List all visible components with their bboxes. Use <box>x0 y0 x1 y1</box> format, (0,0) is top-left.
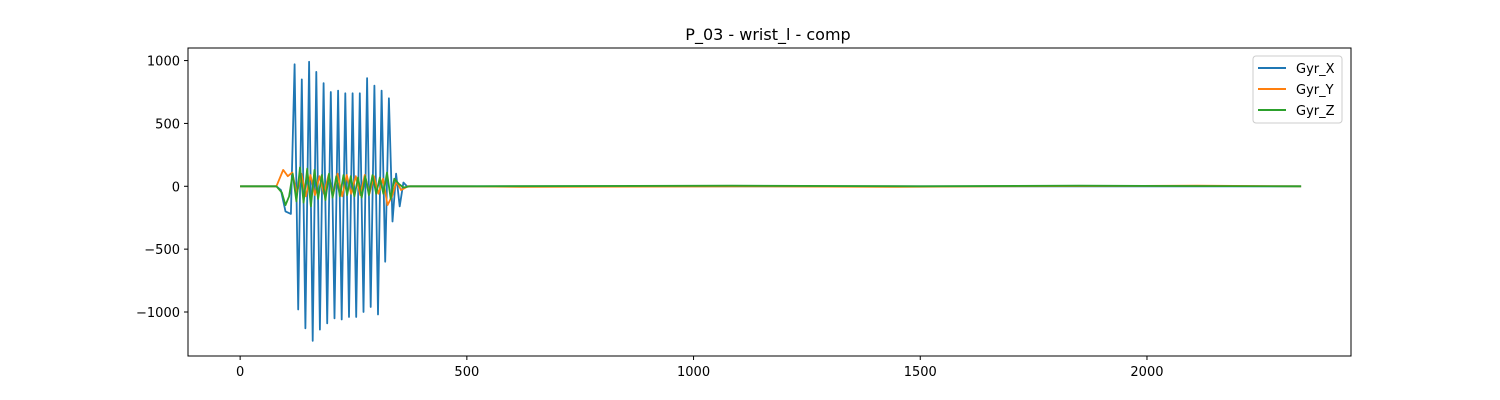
x-tick-label: 1500 <box>904 365 937 380</box>
x-tick-label: 500 <box>454 365 479 380</box>
y-tick-label: 1000 <box>147 55 180 70</box>
legend-label: Gyr_Y <box>1296 83 1334 98</box>
chart-title: P_03 - wrist_l - comp <box>685 25 850 45</box>
series-line-gyr-x <box>240 60 1302 342</box>
legend-label: Gyr_Z <box>1296 104 1335 119</box>
series-line-gyr-z <box>240 166 1302 208</box>
plot-frame <box>187 47 1352 357</box>
x-tick-label: 0 <box>236 365 244 380</box>
y-tick-label: −500 <box>144 243 180 258</box>
legend: Gyr_X Gyr_Y Gyr_Z <box>1252 55 1343 124</box>
y-tick-label: 0 <box>172 180 180 195</box>
y-axis: −1000 −500 0 500 1000 <box>136 55 188 321</box>
x-tick-label: 1000 <box>677 365 710 380</box>
y-tick-label: 500 <box>155 117 180 132</box>
x-tick-label: 2000 <box>1130 365 1163 380</box>
plot-area <box>187 47 1352 357</box>
legend-label: Gyr_X <box>1296 62 1335 77</box>
x-axis: 0 500 1000 1500 2000 <box>236 356 1164 380</box>
y-tick-label: −1000 <box>136 306 180 321</box>
series-layer <box>240 60 1302 342</box>
legend-box <box>1252 55 1343 124</box>
